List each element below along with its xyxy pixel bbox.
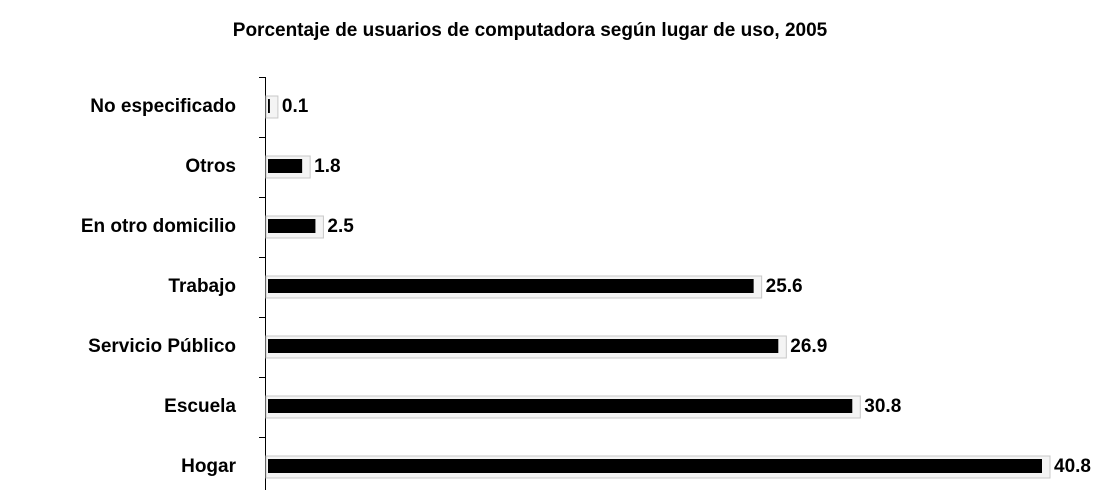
value-label: 30.8 [864, 396, 901, 417]
y-tick-label: En otro domicilio [81, 216, 236, 237]
bar [268, 219, 316, 233]
value-label: 1.8 [314, 156, 340, 177]
y-tick-label: No especificado [90, 96, 236, 117]
y-tick-label: Otros [185, 156, 236, 177]
y-tick-label: Servicio Público [88, 336, 236, 357]
bar [268, 459, 1042, 473]
bar [268, 399, 853, 413]
y-tick-label: Escuela [164, 396, 236, 417]
value-label: 40.8 [1054, 456, 1091, 477]
bar [268, 159, 303, 173]
bar [268, 279, 754, 293]
value-label: 0.1 [282, 96, 309, 117]
value-label: 25.6 [766, 276, 803, 297]
bar [268, 339, 779, 353]
value-label: 26.9 [790, 336, 827, 357]
chart-title: Porcentaje de usuarios de computadora se… [233, 20, 828, 41]
y-tick-label: Trabajo [168, 276, 236, 297]
bar [268, 99, 270, 113]
bar-shadow [265, 95, 279, 119]
y-tick-label: Hogar [181, 456, 237, 477]
value-label: 2.5 [327, 216, 354, 237]
